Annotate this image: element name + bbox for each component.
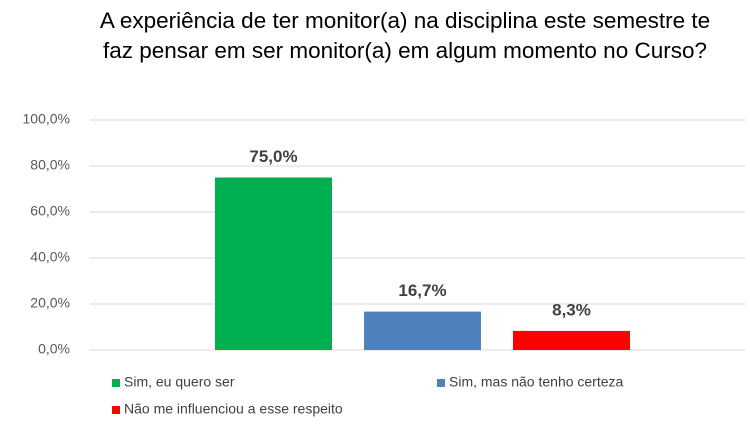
chart-title: A experiência de ter monitor(a) na disci… (99, 8, 711, 63)
y-tick-label: 40,0% (30, 249, 70, 265)
y-tick-label: 20,0% (30, 295, 70, 311)
y-tick-label: 60,0% (30, 203, 70, 219)
bar (215, 177, 332, 350)
y-tick-label: 80,0% (30, 157, 70, 173)
data-label: 8,3% (552, 300, 591, 319)
y-tick-label: 0,0% (38, 341, 70, 357)
bar (513, 330, 630, 350)
data-label: 75,0% (249, 147, 297, 166)
legend-swatch (112, 406, 120, 414)
bar (364, 311, 481, 350)
y-tick-label: 100,0% (23, 111, 70, 127)
legend-label: Sim, mas não tenho certeza (449, 374, 624, 390)
legend-swatch (437, 379, 445, 387)
legend-label: Não me influenciou a esse respeito (124, 401, 343, 417)
legend-swatch (112, 379, 120, 387)
legend-label: Sim, eu quero ser (124, 374, 235, 390)
data-label: 16,7% (398, 281, 446, 300)
